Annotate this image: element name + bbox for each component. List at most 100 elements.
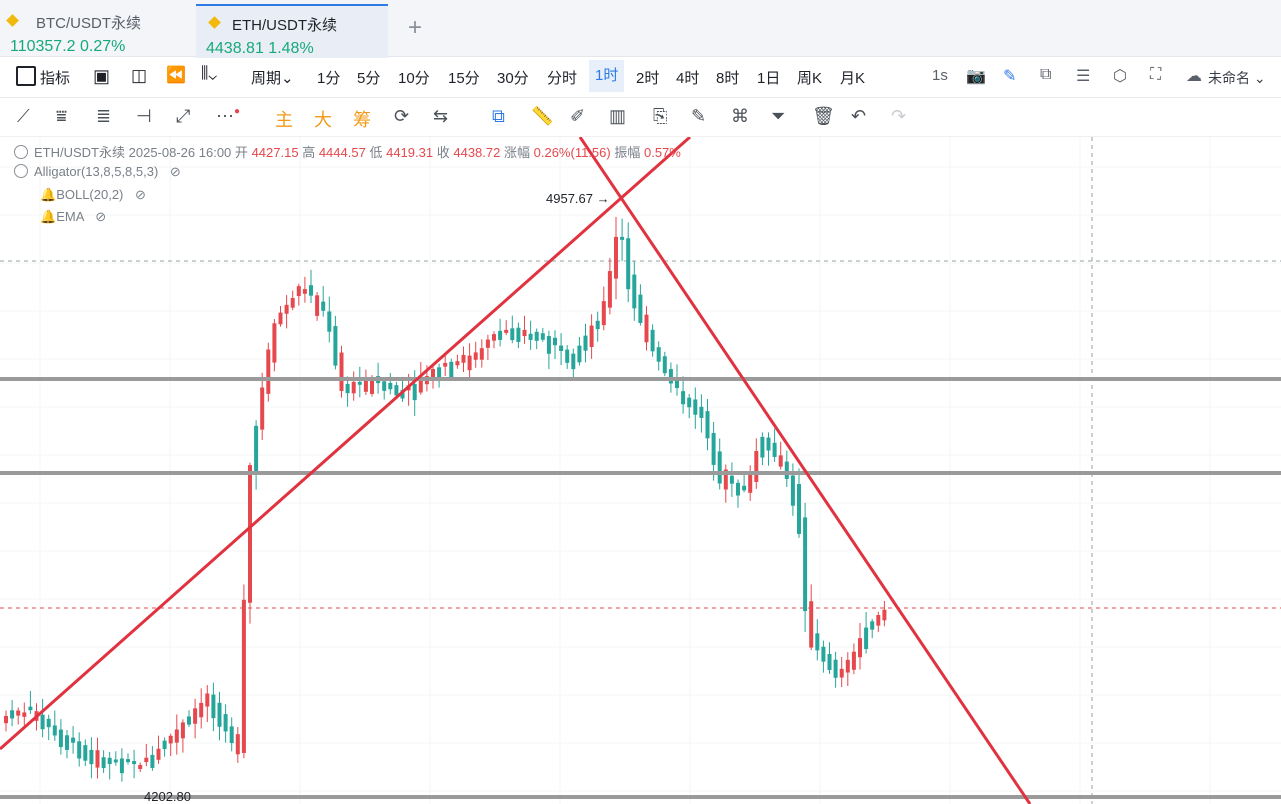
period-month[interactable]: 月K: [840, 70, 866, 87]
window-icon[interactable]: ⧉: [1040, 66, 1052, 83]
candle-body: [748, 471, 753, 493]
add-tab-button[interactable]: +: [408, 14, 423, 41]
candle-body: [522, 329, 527, 337]
eye-hidden-icon[interactable]: ⊘: [169, 164, 181, 179]
layout-icon[interactable]: ◫: [131, 66, 148, 85]
ray-icon[interactable]: ⤢: [176, 106, 191, 126]
period-dropdown[interactable]: 周期⌄: [251, 70, 294, 87]
template-icon[interactable]: ▣: [93, 66, 111, 86]
candle-body: [144, 757, 149, 763]
draw-icon[interactable]: ✐: [570, 106, 586, 126]
candle-body: [516, 327, 521, 342]
candle-body: [168, 735, 173, 744]
candle-body: [260, 387, 265, 430]
period-10m[interactable]: 10分: [398, 70, 430, 87]
collapse-icon[interactable]: [14, 164, 28, 178]
fullscreen-icon[interactable]: ⛶: [1150, 66, 1162, 83]
candle-body: [327, 311, 332, 332]
horizontal-line-icon[interactable]: ⊣: [136, 106, 152, 126]
eye-hidden-icon[interactable]: ⊘: [95, 209, 107, 224]
candle-body: [790, 475, 795, 506]
period-4h[interactable]: 4时: [676, 70, 700, 87]
candle-body: [736, 482, 740, 496]
copy-icon[interactable]: ⧉: [492, 106, 505, 126]
candle-body: [473, 352, 478, 360]
high-marker: 4957.67 →: [546, 191, 610, 206]
candle-body: [199, 702, 204, 718]
list-icon[interactable]: ☰: [1076, 68, 1091, 85]
candle-body: [675, 379, 679, 389]
candle-type-icon[interactable]: ⫼⌄: [201, 65, 218, 82]
period-timeline[interactable]: 分时: [547, 70, 578, 87]
period-30m[interactable]: 30分: [497, 70, 529, 87]
candle-body: [498, 330, 503, 340]
tab-eth[interactable]: ETH/USDT永续 4438.81 1.48%: [196, 4, 388, 58]
candle-body: [864, 627, 869, 650]
bell-icon: 🔔: [40, 209, 57, 224]
layout-name-dropdown[interactable]: 未命名 ⌄: [1208, 70, 1266, 86]
period-2h[interactable]: 2时: [636, 70, 660, 87]
candle-body: [443, 362, 448, 367]
brush-icon[interactable]: ⇆: [433, 106, 449, 126]
redo-icon[interactable]: ↷: [891, 106, 907, 126]
candle-body: [180, 722, 185, 739]
period-8h[interactable]: 8时: [716, 70, 740, 87]
candle-body: [284, 304, 289, 314]
pencil-icon[interactable]: ✎: [1003, 68, 1017, 85]
note-icon[interactable]: ✎: [691, 106, 707, 126]
candle-body: [418, 376, 423, 393]
candle-body: [333, 326, 338, 366]
ohlc-row: ETH/USDT永续 2025-08-26 16:00 开 4427.15 高 …: [14, 142, 681, 161]
period-week[interactable]: 周K: [797, 70, 823, 87]
candle-body: [644, 314, 649, 343]
delete-icon[interactable]: 🗑: [812, 106, 835, 126]
refresh-icon[interactable]: ⟳: [394, 106, 410, 126]
more-tools-icon[interactable]: ⋯●: [216, 106, 241, 126]
period-5m[interactable]: 5分: [357, 70, 381, 87]
candle-body: [71, 737, 76, 743]
candle-body: [711, 432, 716, 465]
candle-body: [363, 377, 368, 392]
candle-body: [388, 382, 393, 390]
big-chip-button[interactable]: 大: [314, 110, 332, 130]
magnet-icon[interactable]: ⌘: [731, 106, 749, 126]
clip-icon[interactable]: ⎘: [653, 106, 668, 126]
chip-button[interactable]: 筹: [353, 110, 371, 130]
undo-icon[interactable]: ↶: [851, 106, 867, 126]
indicator-boll[interactable]: 🔔BOLL(20,2) ⊘: [40, 187, 146, 202]
filter-icon[interactable]: ⏷: [771, 106, 786, 126]
candle-body: [760, 436, 765, 458]
indicator-ema[interactable]: 🔔EMA ⊘: [40, 209, 107, 224]
period-15m[interactable]: 15分: [448, 70, 480, 87]
candle-body: [205, 693, 210, 707]
trendline-tool-icon[interactable]: ⟋: [17, 106, 30, 126]
candle-body: [705, 411, 710, 439]
speed-button[interactable]: 1s: [932, 67, 948, 84]
indicator-alligator[interactable]: Alligator(13,8,5,8,5,3) ⊘: [14, 164, 181, 180]
fib-icon[interactable]: ≣: [96, 106, 112, 126]
candle-body: [626, 238, 631, 290]
period-1h[interactable]: 1时: [589, 60, 625, 92]
candle-body: [113, 759, 118, 763]
settings-icon[interactable]: ⬡: [1113, 68, 1127, 85]
period-1m[interactable]: 1分: [317, 70, 341, 87]
candle-body: [687, 397, 692, 408]
parallel-channel-icon[interactable]: ⩸: [56, 106, 67, 126]
top-toolbar: 指标 ▣ ◫ ⏪ ⫼⌄ 周期⌄ 1分 5分 10分 15分 30分 分时 1时 …: [0, 57, 1281, 98]
candle-body: [302, 289, 307, 294]
candle-icon[interactable]: ▥: [609, 106, 627, 126]
camera-icon[interactable]: 📷: [966, 68, 986, 85]
ruler-icon[interactable]: 📏: [531, 106, 554, 126]
period-1d[interactable]: 1日: [757, 70, 781, 87]
candle-body: [614, 236, 618, 279]
replay-icon[interactable]: ⏪: [166, 67, 186, 84]
eye-hidden-icon[interactable]: ⊘: [135, 187, 146, 202]
main-chip-button[interactable]: 主: [275, 110, 293, 130]
price-chart[interactable]: 4957.67 → 4202.80: [0, 137, 1281, 804]
candle-body: [882, 609, 887, 621]
tab-btc[interactable]: BTC/USDT永续 110357.2 0.27%: [0, 4, 192, 56]
indicators-button[interactable]: 指标: [40, 70, 71, 87]
candle-body: [693, 399, 698, 415]
candle-body: [394, 385, 399, 396]
collapse-icon[interactable]: [14, 145, 28, 159]
